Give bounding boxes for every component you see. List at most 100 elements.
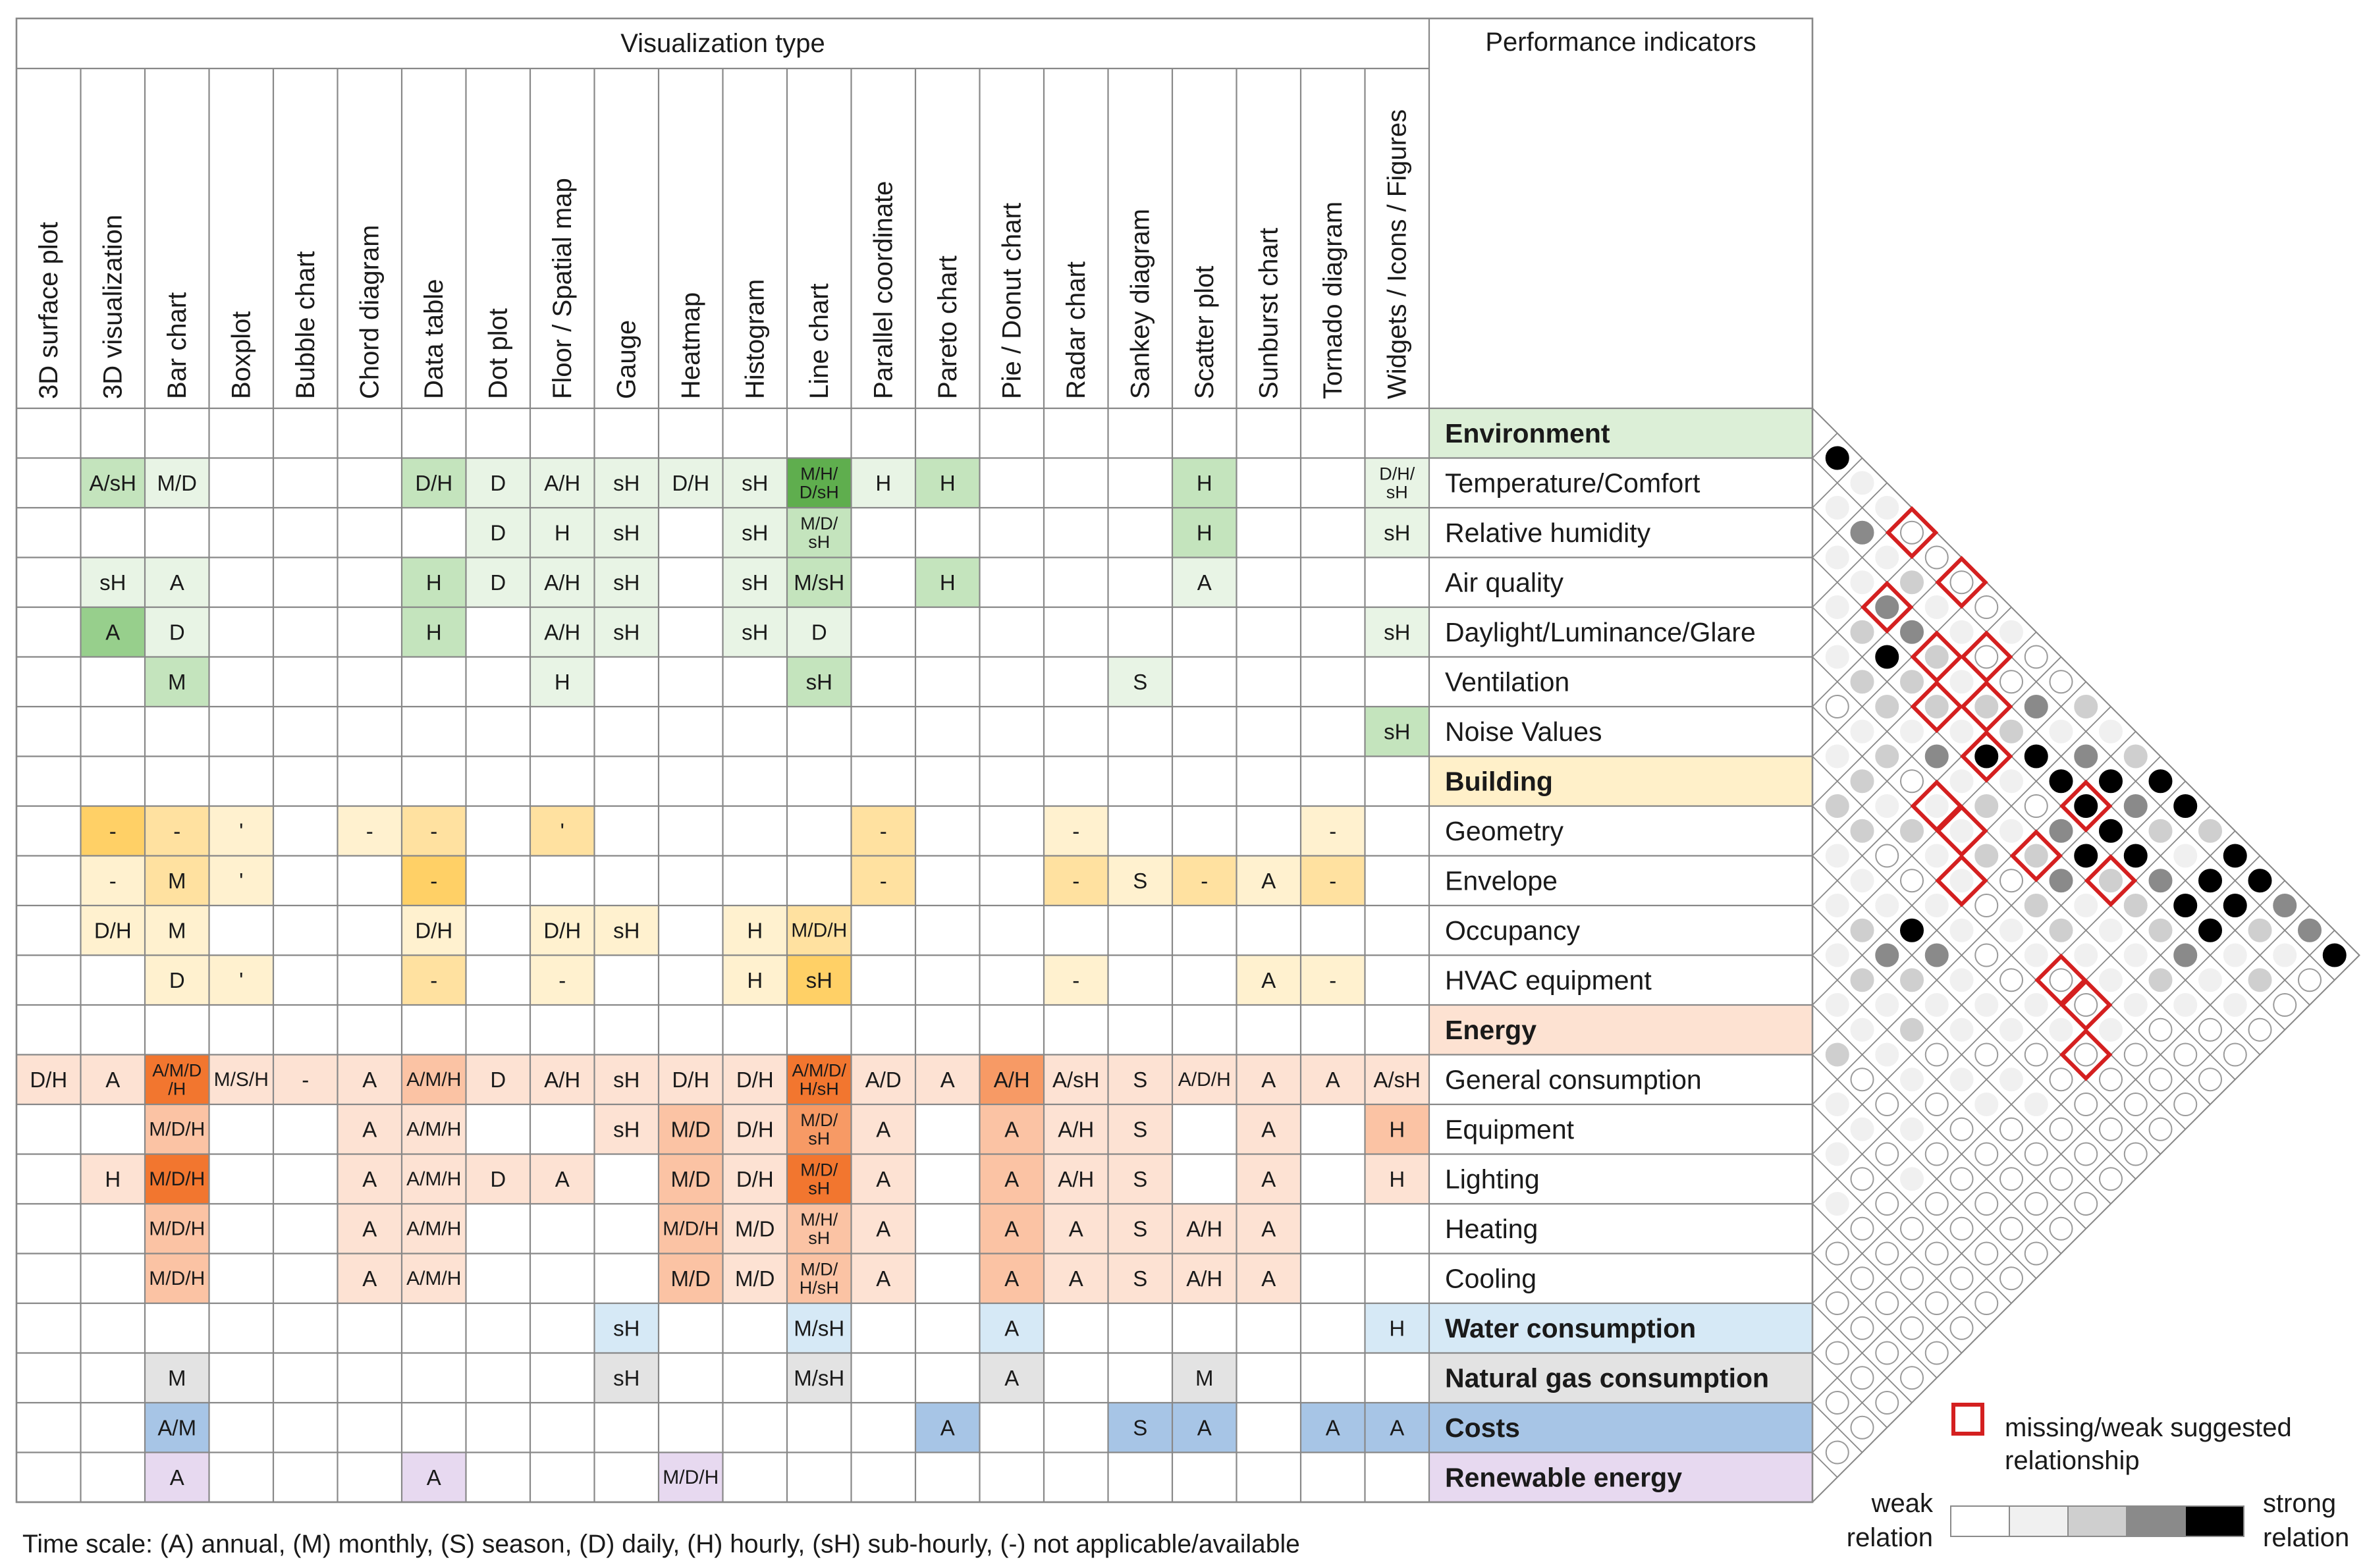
relation-dot xyxy=(1825,695,1849,718)
cell-timescale-label: A xyxy=(1004,1266,1019,1291)
matrix-grid-line xyxy=(1812,930,2335,1453)
column-header-label: Pareto chart xyxy=(933,256,962,399)
cell-fill xyxy=(594,557,659,607)
section-header-bg xyxy=(1429,408,1812,458)
section-header-bg xyxy=(1429,756,1812,806)
cell-timescale-label: A/M/H xyxy=(406,1218,461,1239)
cell-timescale-label: A xyxy=(1261,1117,1276,1141)
cell-fill xyxy=(402,1104,466,1154)
relation-dot xyxy=(2148,1017,2173,1042)
matrix-grid-line xyxy=(1812,1153,1987,1329)
relation-dot xyxy=(2074,1093,2098,1116)
relation-dot xyxy=(2024,943,2048,967)
cell-fill xyxy=(337,1054,402,1104)
relation-dot xyxy=(1850,471,1874,495)
cell-fill xyxy=(594,1104,659,1154)
cell-fill xyxy=(1365,607,1429,657)
cell-timescale-label: S xyxy=(1133,1117,1147,1141)
cell-timescale-label: M/sH xyxy=(794,1366,844,1390)
cell-fill xyxy=(979,1154,1044,1204)
relation-dot xyxy=(1850,520,1874,545)
cell-timescale-label: M/D/ xyxy=(800,1259,838,1279)
relation-dot xyxy=(1949,620,1974,644)
matrix-grid-line xyxy=(1812,1352,1888,1428)
cell-fill xyxy=(80,906,145,956)
matrix-grid-line xyxy=(1812,954,2086,1230)
cell-fill xyxy=(722,1204,787,1254)
cell-timescale-label: A xyxy=(105,620,120,644)
cell-fill xyxy=(1108,1154,1172,1204)
relation-dot xyxy=(1974,744,1999,769)
cell-timescale-label: A xyxy=(362,1266,377,1291)
relation-dot xyxy=(1825,545,1849,570)
cell-timescale-label: sH xyxy=(613,520,639,545)
cell-timescale-label: A/H xyxy=(1186,1216,1222,1241)
cell-fill xyxy=(16,1054,81,1104)
indicator-group-label: Building xyxy=(1445,766,1553,796)
cell-timescale-label: H xyxy=(940,471,956,495)
cell-fill xyxy=(466,458,530,508)
cell-fill xyxy=(1365,1104,1429,1154)
column-header-label: Sankey diagram xyxy=(1126,209,1155,399)
relation-dot xyxy=(1974,1192,1999,1216)
visualization-type-heading: Visualization type xyxy=(620,29,825,58)
cell-fill xyxy=(851,1204,915,1254)
relation-dot xyxy=(1900,1366,1924,1390)
performance-indicators-heading: Performance indicators xyxy=(1485,28,1756,57)
relation-dot xyxy=(2148,968,2173,992)
cell-timescale-label: H xyxy=(1389,1316,1405,1340)
relation-dot xyxy=(1850,1316,1874,1340)
cell-fill xyxy=(722,607,787,657)
relation-dot xyxy=(1900,1167,1924,1191)
relation-dot xyxy=(1999,968,2023,992)
cell-timescale-label: - xyxy=(430,869,437,893)
cell-fill xyxy=(1365,1403,1429,1453)
indicator-group-label: Costs xyxy=(1445,1413,1520,1443)
cell-timescale-label: - xyxy=(558,968,566,992)
relation-dot xyxy=(2024,1042,2048,1067)
relation-dot xyxy=(1974,695,1999,718)
relation-dot xyxy=(2123,844,2148,868)
cell-timescale-label: A/H xyxy=(994,1068,1030,1092)
cell-fill xyxy=(787,1054,852,1104)
cell-timescale-label: A xyxy=(1069,1266,1083,1291)
relation-dot xyxy=(2223,943,2247,967)
relation-dot xyxy=(1949,918,1974,942)
cell-fill xyxy=(466,1054,530,1104)
cell-timescale-label: D xyxy=(490,1167,506,1191)
cell-timescale-label: M xyxy=(168,670,186,694)
relation-dot xyxy=(2248,1017,2272,1042)
relation-dot xyxy=(2074,1192,2098,1216)
column-header-label: Radar chart xyxy=(1062,261,1091,399)
cell-fill xyxy=(402,1204,466,1254)
cell-timescale-label: M/D/H xyxy=(663,1218,719,1239)
relation-dot xyxy=(1949,719,1974,743)
relation-dot xyxy=(2049,1216,2073,1241)
relation-dot xyxy=(1949,1068,1974,1092)
cell-fill xyxy=(1044,1204,1108,1254)
relation-dot xyxy=(2049,918,2073,942)
relation-dot xyxy=(1900,1316,1924,1340)
cell-timescale-label: A/sH xyxy=(1373,1068,1421,1092)
cell-fill xyxy=(787,1253,852,1303)
cell-timescale-label: A xyxy=(1261,968,1276,992)
indicator-label-bg xyxy=(1429,1452,1812,1502)
relation-dot xyxy=(2049,1167,2073,1191)
column-header-label: Boxplot xyxy=(227,311,256,399)
cell-fill xyxy=(1172,1253,1237,1303)
relation-dot xyxy=(1974,1291,1999,1315)
indicator-label: Temperature/Comfort xyxy=(1445,468,1700,498)
column-header-label: Floor / Spatial map xyxy=(548,178,577,399)
relation-dot xyxy=(1900,869,1924,893)
cell-fill xyxy=(209,1054,273,1104)
indicator-label-bg xyxy=(1429,1403,1812,1453)
column-header-label: 3D visualization xyxy=(98,215,127,399)
column-header-label: Scatter plot xyxy=(1190,266,1219,399)
cell-timescale-label: M/D/ xyxy=(800,514,838,533)
cell-timescale-label: H xyxy=(1389,1167,1405,1191)
relation-dot xyxy=(1875,496,1899,520)
column-header-label: 3D surface plot xyxy=(34,222,63,399)
cell-timescale-label: A xyxy=(170,1465,184,1490)
relation-dot xyxy=(1825,894,1849,917)
relation-dot xyxy=(1924,695,1949,718)
